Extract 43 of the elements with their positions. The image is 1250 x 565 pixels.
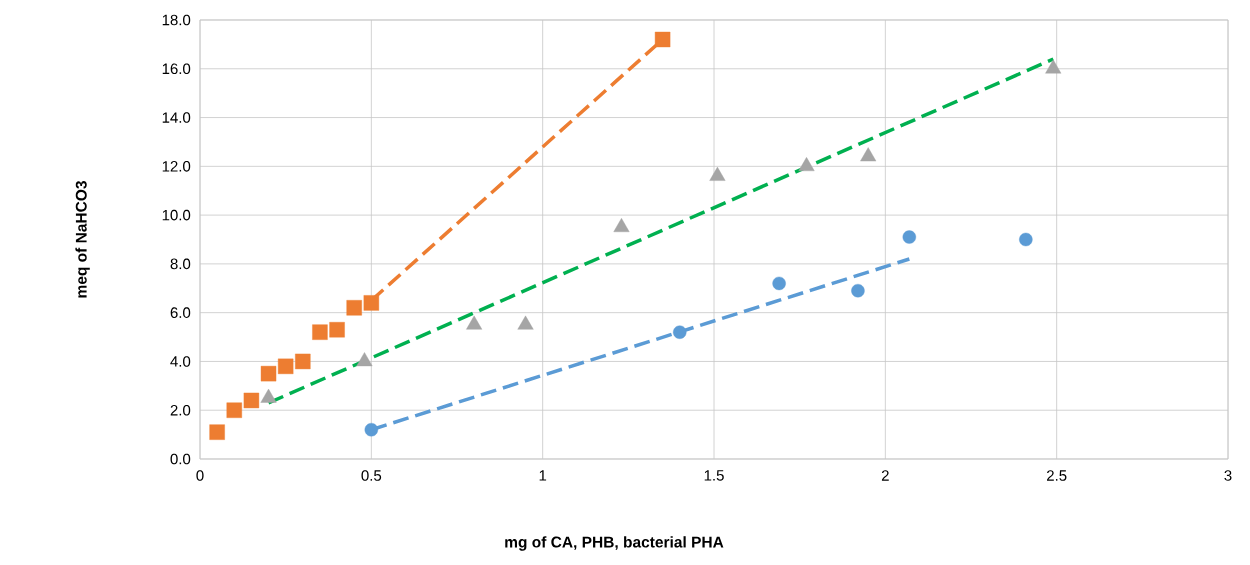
x-tick-label: 3	[1224, 470, 1232, 481]
point	[295, 353, 311, 370]
y-tick-label: 18.0	[162, 14, 191, 26]
point	[243, 392, 260, 409]
y-tick-label: 14.0	[162, 112, 191, 123]
point	[860, 147, 877, 162]
point	[798, 157, 815, 172]
point	[709, 166, 726, 181]
point	[260, 365, 277, 382]
point	[312, 324, 328, 340]
point	[346, 300, 362, 316]
y-tick-label: 10.0	[162, 209, 191, 221]
y-tick-label: 4.0	[170, 356, 191, 367]
y-axis-title: meq of NaHCO3	[75, 181, 90, 298]
point	[772, 276, 786, 291]
x-tick-label: 0.5	[361, 470, 382, 481]
point	[673, 325, 687, 339]
y-tick-label: 2.0	[170, 404, 191, 416]
x-tick-label: 0	[196, 470, 204, 481]
point	[277, 358, 294, 375]
y-tick-label: 12.0	[162, 161, 191, 172]
point	[1045, 59, 1062, 74]
point	[517, 315, 534, 330]
y-tick-label: 8.0	[170, 258, 191, 270]
point	[329, 322, 345, 338]
x-tick-label: 2	[881, 470, 889, 481]
y-tick-label: 16.0	[162, 63, 191, 75]
x-tick-label: 1.5	[704, 470, 724, 481]
point	[466, 315, 483, 330]
x-tick-label: 1	[539, 470, 547, 481]
point	[209, 424, 225, 440]
point	[356, 352, 373, 367]
point	[613, 218, 630, 232]
x-axis-title: mg of CA, PHB, bacterial PHA	[505, 536, 724, 551]
point	[363, 295, 380, 311]
point	[851, 284, 865, 298]
point	[902, 230, 917, 244]
point	[364, 423, 379, 437]
point	[226, 402, 242, 418]
y-tick-label: 6.0	[170, 307, 191, 318]
point	[1019, 232, 1033, 247]
y-tick-label: 0.0	[170, 453, 191, 465]
x-tick-label: 2.5	[1047, 470, 1067, 481]
